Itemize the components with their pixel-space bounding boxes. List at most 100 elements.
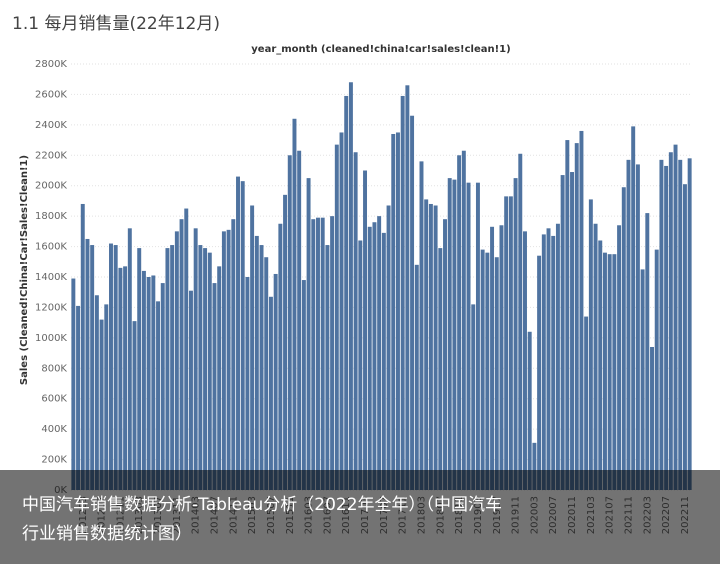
y-tick-label: 800K xyxy=(41,363,67,374)
bar xyxy=(438,248,443,490)
bar xyxy=(226,229,231,491)
bar xyxy=(504,196,509,490)
bar xyxy=(424,199,429,490)
bar xyxy=(330,216,335,490)
bar xyxy=(358,240,363,490)
bar xyxy=(664,165,669,490)
bar xyxy=(297,150,302,490)
bar xyxy=(400,95,405,490)
bar xyxy=(99,319,104,490)
bar xyxy=(236,176,240,491)
bar xyxy=(518,153,523,490)
bar xyxy=(137,248,142,490)
bar xyxy=(287,155,292,491)
bar xyxy=(682,184,687,490)
bar xyxy=(565,140,570,491)
bar xyxy=(80,203,85,490)
bar xyxy=(588,199,593,490)
bar xyxy=(405,85,410,491)
bar xyxy=(640,269,645,490)
bar xyxy=(76,305,81,490)
bar xyxy=(132,321,137,490)
bar xyxy=(461,150,466,490)
bar xyxy=(428,203,433,490)
bar xyxy=(160,283,165,490)
bar xyxy=(626,159,631,490)
bar xyxy=(631,126,636,490)
y-tick-label: 200K xyxy=(41,455,67,466)
y-tick-label: 1600K xyxy=(35,242,67,253)
bar xyxy=(687,158,692,491)
y-tick-label: 2200K xyxy=(35,150,67,161)
bar xyxy=(598,240,603,490)
caption-background xyxy=(0,470,720,564)
bar xyxy=(221,231,226,490)
bar xyxy=(377,216,382,490)
bar xyxy=(264,257,269,490)
bar xyxy=(546,228,551,491)
bar xyxy=(513,178,518,490)
bar xyxy=(344,95,349,490)
bar xyxy=(259,245,264,490)
bar xyxy=(499,225,504,490)
bar xyxy=(466,182,471,490)
bar xyxy=(414,264,419,490)
bar xyxy=(217,266,222,490)
bar xyxy=(198,245,203,490)
plot: 0K200K400K600K800K1000K1200K1400K1600K18… xyxy=(35,59,692,534)
bar xyxy=(179,219,184,490)
bar xyxy=(494,257,499,490)
bar xyxy=(193,228,198,491)
bar xyxy=(348,82,353,490)
bar xyxy=(184,208,189,491)
bar xyxy=(395,132,400,490)
bar xyxy=(485,252,490,490)
bar xyxy=(245,277,250,490)
y-tick-label: 400K xyxy=(41,424,67,435)
bar xyxy=(292,118,297,491)
bar xyxy=(113,245,118,490)
bar xyxy=(659,159,664,490)
y-axis-label: Sales (Cleaned!China!Car!Sales!Clean!1) xyxy=(19,155,30,385)
bar xyxy=(146,277,151,490)
y-tick-label: 2600K xyxy=(35,89,67,100)
y-tick-label: 1200K xyxy=(35,302,67,313)
bar xyxy=(156,301,161,490)
bar xyxy=(537,255,542,490)
bar xyxy=(635,164,640,490)
bar xyxy=(334,144,339,490)
bar xyxy=(278,223,283,490)
bar xyxy=(480,249,485,490)
bar xyxy=(118,267,123,490)
bar xyxy=(673,144,678,490)
bar xyxy=(231,219,236,490)
bar xyxy=(71,278,76,490)
bar xyxy=(85,238,90,490)
bar xyxy=(551,235,556,490)
bar xyxy=(645,213,650,490)
bar xyxy=(339,132,344,490)
bar xyxy=(320,217,325,490)
bar xyxy=(273,273,278,490)
bar xyxy=(254,235,259,490)
bar xyxy=(612,254,617,490)
y-tick-label: 1400K xyxy=(35,272,67,283)
bar xyxy=(367,226,372,491)
bar xyxy=(250,205,255,490)
bar xyxy=(475,182,480,490)
bar xyxy=(574,143,579,490)
bar xyxy=(654,249,659,490)
bar xyxy=(527,331,532,490)
bar xyxy=(203,248,208,490)
bar xyxy=(447,178,452,490)
bar xyxy=(617,225,622,490)
bar xyxy=(410,115,415,490)
caption-line: 行业销售数据统计图） xyxy=(22,524,192,544)
bar xyxy=(593,223,598,490)
bar xyxy=(123,266,128,490)
bar xyxy=(650,346,654,490)
y-tick-label: 2800K xyxy=(35,59,67,70)
caption-line: 中国汽车销售数据分析-Tableau分析（2022年全年）（中国汽车 xyxy=(22,495,502,515)
bar xyxy=(541,234,546,490)
bar xyxy=(306,178,311,490)
